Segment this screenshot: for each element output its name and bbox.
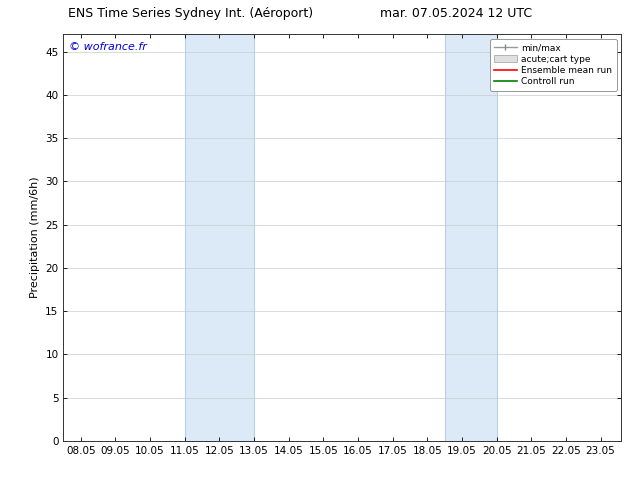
Text: mar. 07.05.2024 12 UTC: mar. 07.05.2024 12 UTC [380, 7, 533, 21]
Legend: min/max, acute;cart type, Ensemble mean run, Controll run: min/max, acute;cart type, Ensemble mean … [489, 39, 617, 91]
Y-axis label: Precipitation (mm/6h): Precipitation (mm/6h) [30, 177, 40, 298]
Text: © wofrance.fr: © wofrance.fr [69, 43, 147, 52]
Bar [444, 34, 496, 441]
Text: ENS Time Series Sydney Int. (Aéroport): ENS Time Series Sydney Int. (Aéroport) [68, 7, 313, 21]
Bar [184, 34, 254, 441]
